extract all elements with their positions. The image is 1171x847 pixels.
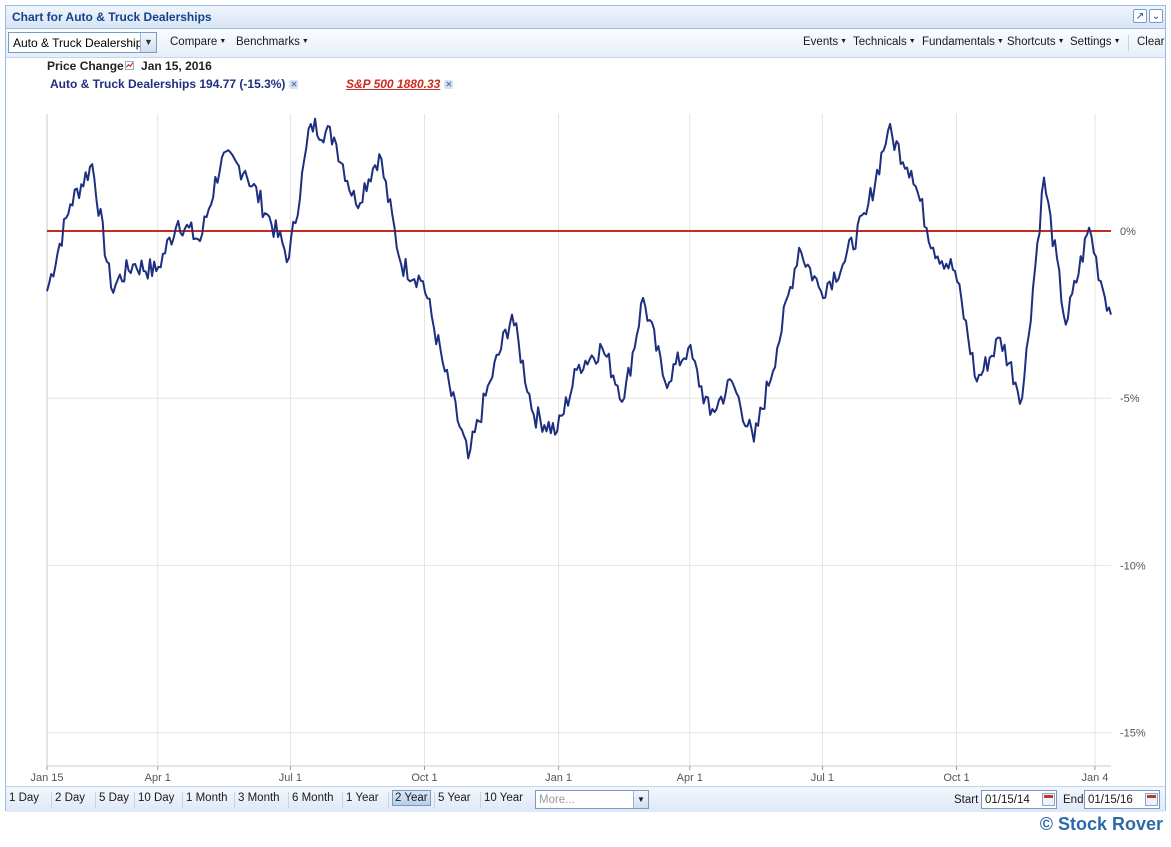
toolbar-divider — [1128, 35, 1129, 51]
price-chart: 0%-5%-10%-15% Jan 15 Apr 1 Jul 1 Oct 1 Jan 1… — [30, 114, 1146, 784]
chevron-down-icon[interactable]: ▼ — [633, 791, 648, 808]
y-tick-label: -15% — [1120, 728, 1146, 740]
legend-date: Jan 15, 2016 — [141, 59, 212, 73]
range-button-5-day[interactable]: 5 Day — [99, 792, 130, 804]
benchmarks-menu[interactable]: Benchmarks ▼ — [236, 36, 309, 48]
x-tick-label: Oct 1 — [943, 772, 969, 784]
legend-series-2: S&P 500 1880.33 ✕ — [346, 77, 454, 91]
remove-series-2-icon[interactable]: ✕ — [444, 80, 454, 89]
range-divider — [434, 792, 435, 808]
legend-series-1: Auto & Truck Dealerships 194.77 (-15.3%)… — [50, 77, 299, 91]
series-1-label: Auto & Truck Dealerships 194.77 (-15.3%) — [50, 77, 286, 91]
price-change-label: Price Change — [47, 59, 124, 73]
maximize-icon[interactable]: ↗ — [1133, 9, 1147, 23]
x-tick-label: Jul 1 — [811, 772, 834, 784]
chart-grid — [46, 114, 1111, 770]
range-button-2-year[interactable]: 2 Year — [392, 790, 431, 806]
calendar-icon[interactable] — [1042, 793, 1055, 806]
copyright-label: © Stock Rover — [1039, 814, 1163, 834]
range-divider — [51, 792, 52, 808]
series-line-auto-truck — [46, 117, 1112, 460]
range-divider — [480, 792, 481, 808]
y-tick-label: -5% — [1120, 393, 1140, 405]
start-date-value: 01/15/14 — [985, 794, 1030, 806]
start-date-field[interactable]: 01/15/14 — [981, 790, 1057, 809]
chart-panel: Chart for Auto & Truck Dealerships ↗ ⌄ A… — [5, 5, 1166, 812]
range-divider — [95, 792, 96, 808]
x-tick-label: Jan 1 — [545, 772, 572, 784]
range-button-1-year[interactable]: 1 Year — [346, 792, 379, 804]
events-menu[interactable]: Events ▼ — [803, 36, 848, 48]
collapse-icon[interactable]: ⌄ — [1149, 9, 1163, 23]
x-tick-label: Jan 15 — [30, 772, 63, 784]
x-tick-label: Oct 1 — [411, 772, 437, 784]
range-button-1-month[interactable]: 1 Month — [186, 792, 228, 804]
range-divider — [134, 792, 135, 808]
range-divider — [234, 792, 235, 808]
chart-series — [46, 117, 1112, 460]
range-button-10-day[interactable]: 10 Day — [138, 792, 175, 804]
x-tick-label: Apr 1 — [677, 772, 703, 784]
range-divider — [288, 792, 289, 808]
y-axis-labels: 0% -5% -10% -15% — [1120, 226, 1146, 740]
range-button-6-month[interactable]: 6 Month — [292, 792, 334, 804]
remove-series-1-icon[interactable]: ✕ — [289, 80, 299, 89]
more-ranges-select[interactable]: More... ▼ — [535, 790, 649, 809]
range-divider — [342, 792, 343, 808]
settings-menu[interactable]: Settings ▼ — [1070, 36, 1121, 48]
symbol-combo[interactable]: Auto & Truck Dealership ▼ — [8, 32, 157, 53]
calendar-icon[interactable] — [1145, 793, 1158, 806]
range-button-1-day[interactable]: 1 Day — [9, 792, 40, 804]
x-tick-label: Jan 4 — [1082, 772, 1109, 784]
shortcuts-menu[interactable]: Shortcuts ▼ — [1007, 36, 1065, 48]
legend-header: Price Change Jan 15, 2016 — [47, 59, 212, 73]
range-bar: 1 Day 2 Day 5 Day 10 Day 1 Month 3 Month 6 Mon… — [6, 786, 1165, 812]
y-tick-label: -10% — [1120, 560, 1146, 572]
series-2-label[interactable]: S&P 500 1880.33 — [346, 77, 441, 91]
chart-toolbar: Auto & Truck Dealership ▼ Compare ▼ Bench… — [6, 29, 1165, 58]
panel-title: Chart for Auto & Truck Dealerships — [12, 10, 212, 24]
x-tick-label: Apr 1 — [145, 772, 171, 784]
clear-button[interactable]: Clear — [1137, 36, 1165, 48]
symbol-value: Auto & Truck Dealership — [13, 36, 141, 50]
x-tick-label: Jul 1 — [279, 772, 302, 784]
start-label: Start — [954, 794, 979, 806]
fundamentals-menu[interactable]: Fundamentals ▼ — [922, 36, 1004, 48]
panel-titlebar: Chart for Auto & Truck Dealerships ↗ ⌄ — [6, 6, 1165, 29]
x-axis-labels: Jan 15 Apr 1 Jul 1 Oct 1 Jan 1 Apr 1 Jul 1 Oct … — [30, 772, 1108, 784]
range-divider — [388, 792, 389, 808]
chart-type-icon[interactable] — [124, 61, 134, 70]
end-date-value: 01/15/16 — [1088, 794, 1133, 806]
range-divider — [182, 792, 183, 808]
end-label: End — [1063, 794, 1084, 806]
range-button-3-month[interactable]: 3 Month — [238, 792, 280, 804]
more-placeholder: More... — [539, 794, 575, 806]
range-button-2-day[interactable]: 2 Day — [55, 792, 86, 804]
range-button-10-year[interactable]: 10 Year — [484, 792, 524, 804]
end-date-field[interactable]: 01/15/16 — [1084, 790, 1160, 809]
compare-menu[interactable]: Compare ▼ — [170, 36, 227, 48]
chevron-down-icon[interactable]: ▼ — [140, 33, 156, 52]
range-button-5-year[interactable]: 5 Year — [438, 792, 471, 804]
technicals-menu[interactable]: Technicals ▼ — [853, 36, 916, 48]
y-tick-label: 0% — [1120, 226, 1136, 238]
